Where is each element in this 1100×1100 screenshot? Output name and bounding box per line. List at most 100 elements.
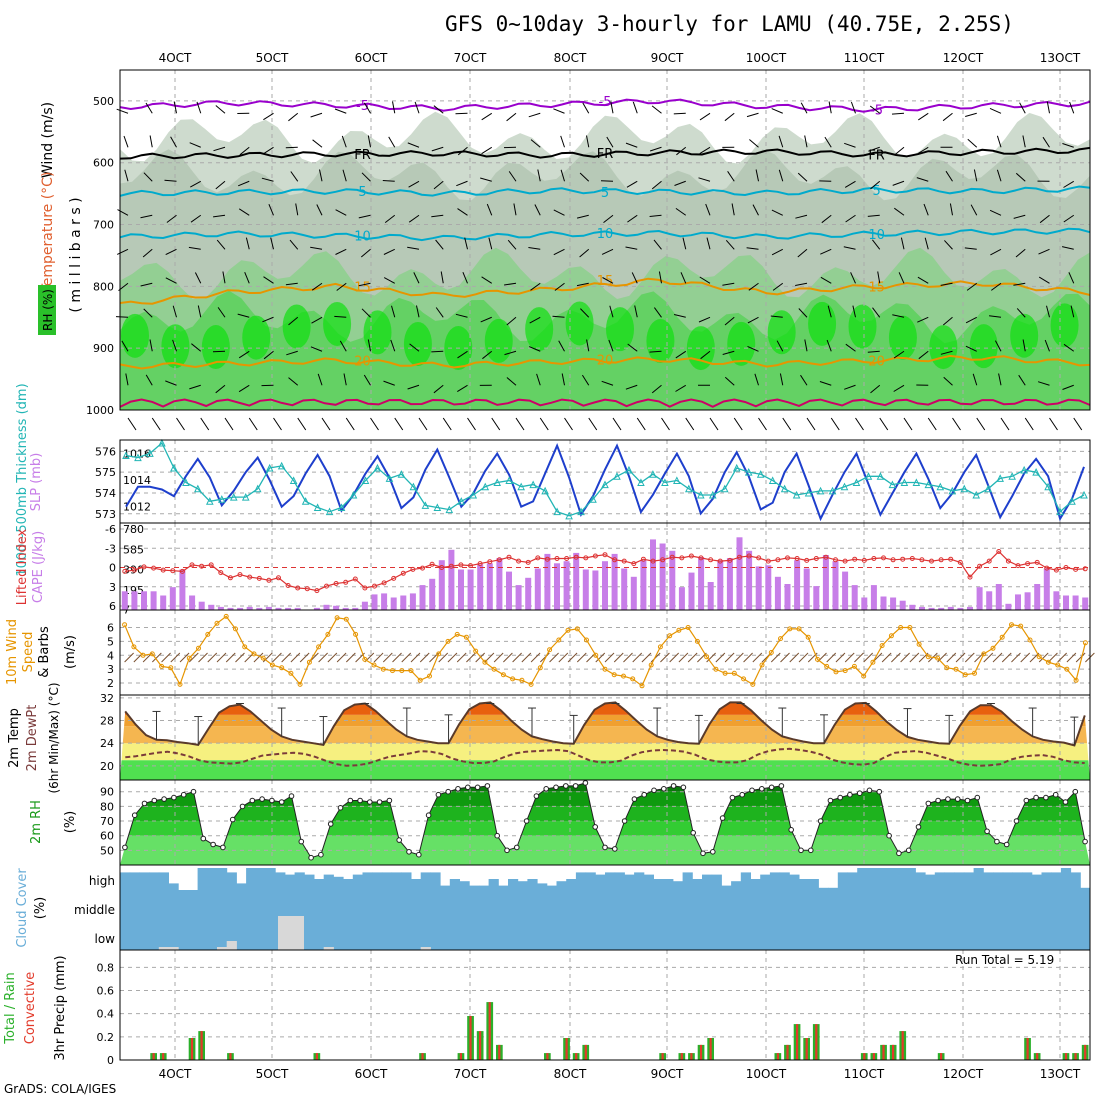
li-marker	[957, 559, 963, 565]
wind-barb	[1018, 374, 1026, 386]
cloud-low-bar	[323, 947, 334, 950]
wind-speed-marker	[667, 633, 673, 639]
wind-speed-marker	[759, 662, 765, 668]
wind-barb-10m	[660, 652, 670, 663]
wind-speed-marker	[177, 681, 183, 687]
wind-barb	[440, 271, 444, 284]
wind-barb	[244, 272, 250, 284]
wind-barb-10m	[909, 652, 920, 663]
wind-barb	[462, 272, 468, 284]
wind-barb	[625, 142, 638, 148]
chart-title: GFS 0~10day 3-hourly for LAMU (40.75E, 2…	[445, 12, 1014, 36]
rh-marker	[357, 797, 363, 804]
cloud-high-bar	[537, 883, 548, 890]
wind-speed-marker	[297, 681, 303, 687]
wind-barb	[601, 248, 614, 255]
wind-barb	[263, 146, 274, 155]
wind-barb	[263, 112, 274, 121]
precip-convective-bar	[872, 1053, 875, 1060]
rh-high-blob	[808, 301, 837, 346]
wind-barb	[172, 305, 177, 318]
precip-convective-bar	[546, 1053, 549, 1060]
thickness-tick-label: 574	[95, 487, 116, 500]
cape-tick-label: 585	[123, 543, 144, 556]
rh-marker	[288, 793, 295, 799]
wind-barb	[844, 180, 856, 188]
li-marker	[775, 557, 781, 563]
wind-barb	[534, 204, 541, 216]
li-marker	[1044, 565, 1050, 571]
rh-tick-label: 70	[100, 815, 114, 828]
cloud-high-bar	[459, 881, 470, 890]
rh-marker	[602, 844, 608, 851]
thickness-marker	[912, 478, 921, 487]
wind-speed-marker	[1064, 666, 1070, 672]
cloud-high-bar	[643, 874, 654, 890]
thickness-marker	[1056, 507, 1064, 516]
wind-barb-10m	[262, 652, 273, 663]
ylabel-temperature: Temperature (°C)	[40, 172, 56, 294]
wind-barb	[239, 146, 250, 156]
wind-barb	[295, 203, 299, 216]
rh-high-blob	[1050, 303, 1079, 348]
wind-barb	[916, 177, 929, 182]
wind-barb-10m	[937, 652, 947, 663]
li-marker	[1073, 566, 1079, 572]
wind-barb	[151, 417, 161, 431]
wind-tick-label: 6	[107, 622, 114, 635]
cloud-high-bar	[449, 879, 460, 890]
x-tick-label-top: 11OCT	[844, 51, 885, 65]
wind-barb-10m	[1057, 652, 1068, 663]
wind-barb	[361, 172, 371, 182]
thickness-marker	[433, 503, 442, 512]
li-marker	[794, 556, 800, 561]
wind-barb	[464, 237, 468, 250]
wind-barb	[770, 315, 783, 318]
rh-marker	[161, 796, 167, 802]
wind-speed-marker	[981, 651, 987, 657]
wind-barb	[649, 350, 662, 353]
cape-bar	[1015, 594, 1021, 610]
wind-barb	[636, 417, 646, 431]
cloud-middle-fill	[120, 890, 1090, 950]
rh-marker	[925, 800, 932, 807]
precip-tick-label: 0.2	[97, 1031, 115, 1044]
rh-marker	[621, 818, 628, 824]
rh-high-blob	[565, 301, 594, 346]
wind-barb	[457, 146, 468, 156]
temperature-contour	[119, 98, 1091, 113]
x-tick-label-top: 4OCT	[159, 51, 192, 65]
precip-tick-label: 0.6	[97, 985, 115, 998]
rh-marker	[759, 786, 765, 792]
wind-barb	[1046, 101, 1050, 114]
wind-barb	[892, 180, 905, 186]
wind-speed-marker	[953, 666, 959, 672]
cloud-high-bar	[605, 872, 616, 890]
wind-barb-10m	[641, 652, 652, 663]
li-marker	[804, 557, 810, 563]
precip-convective-bar	[479, 1031, 482, 1060]
wind-barb-10m	[724, 652, 735, 663]
li-marker	[996, 549, 1002, 554]
wind-barb	[868, 146, 880, 152]
wind-speed-marker	[168, 665, 174, 671]
wind-barb	[321, 417, 331, 431]
wind-barb	[507, 239, 517, 250]
rh-marker	[465, 784, 471, 791]
thickness-marker	[529, 480, 537, 489]
wind-barb-10m	[207, 652, 218, 663]
wind-barb-10m	[604, 652, 615, 663]
wind-speed-marker	[879, 643, 885, 649]
x-tick-label-bottom: 4OCT	[159, 1067, 192, 1081]
wind-barb-10m	[549, 652, 559, 663]
upper-air-frame	[119, 69, 1091, 411]
ylabel-precip-unit: 3hr Precip (mm)	[53, 955, 68, 1060]
cloud-high-bar	[789, 874, 800, 890]
thickness-marker	[696, 490, 705, 499]
li-marker	[583, 555, 589, 561]
rh-high-blob	[727, 321, 756, 366]
wind-barb	[923, 203, 929, 216]
wind-speed-marker	[1082, 640, 1088, 646]
wind-barb	[1049, 417, 1058, 431]
below-1000-area	[120, 410, 1090, 438]
